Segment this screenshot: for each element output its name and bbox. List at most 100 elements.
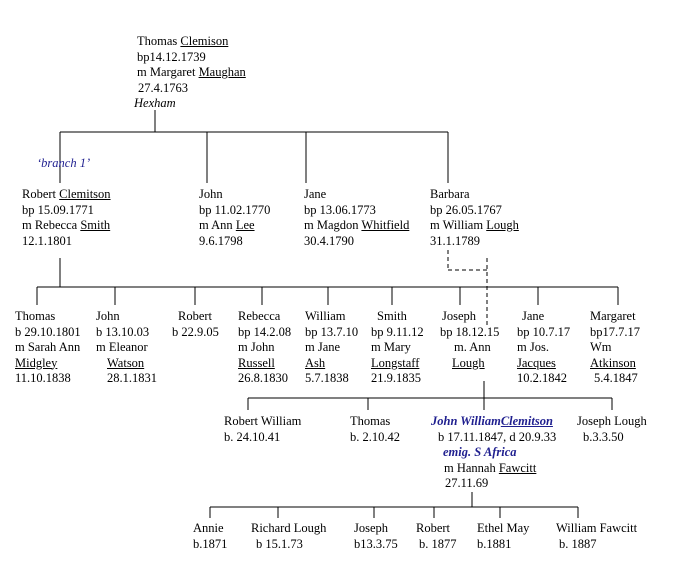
person-name: John (199, 187, 223, 201)
birth-date: b 13.10.03 (96, 324, 150, 339)
person-name: Jane (304, 187, 327, 201)
person-name: Thomas (137, 34, 181, 48)
spouse-surname: Lee (235, 218, 255, 232)
spouse-name: m Mary (371, 340, 411, 354)
person-name: Joseph (442, 309, 477, 323)
spouse-name: m Hannah (444, 460, 499, 475)
person-richard-lough: Richard Lough b 15.1.73 (251, 521, 326, 552)
birth-date: b 15.1.73 (256, 536, 303, 551)
birth-date: b. 24.10.41 (224, 429, 281, 444)
baptism-date: bp 15.09.1771 (22, 202, 94, 217)
person-name: Jane (522, 309, 545, 323)
baptism-date: bp 13.7.10 (305, 324, 359, 339)
person-name: Thomas (15, 309, 56, 323)
marriage-date: 27.11.69 (445, 476, 489, 490)
person-smith: Smith bp 9.11.12 m Mary Longstaff 21.9.1… (371, 309, 424, 387)
person-name: Annie (193, 521, 224, 535)
person-joseph-gen5: Joseph b13.3.75 (354, 521, 398, 552)
spouse-name: Wm (590, 340, 612, 354)
marriage-date: 5.4.1847 (594, 371, 638, 385)
birth-date: b 22.9.05 (172, 324, 219, 339)
marriage-date: 10.2.1842 (517, 371, 567, 385)
person-rebecca: Rebecca bp 14.2.08 m John Russell 26.8.1… (238, 309, 291, 387)
spouse-surname: Lough (486, 218, 519, 232)
person-name: Joseph (354, 521, 389, 535)
person-william-fawcitt: William Fawcitt b. 1887 (556, 521, 637, 552)
spouse-name: m Magdon (304, 218, 362, 232)
person-name: Robert William (224, 414, 302, 428)
branch-label: ‘branch 1’ (37, 156, 91, 170)
birth-date: b.1871 (193, 536, 228, 551)
marriage-date: 11.10.1838 (15, 371, 71, 385)
baptism-date: bp 9.11.12 (371, 324, 424, 339)
emigration-note: emig. S Africa (443, 445, 517, 459)
person-margaret: Margaret bp17.7.17 Wm Atkinson 5.4.1847 (590, 309, 640, 387)
baptism-date: bp 18.12.15 (440, 324, 500, 340)
baptism-date: bp 14.2.08 (238, 324, 292, 339)
person-joseph-lough: Joseph Lough b.3.3.50 (577, 414, 647, 445)
marriage-date: 9.6.1798 (199, 233, 243, 248)
baptism-date: bp 11.02.1770 (199, 202, 271, 217)
person-annie: Annie b.1871 (193, 521, 227, 552)
person-name: Rebecca (238, 309, 281, 323)
person-thomas-gen4: Thomas b. 2.10.42 (350, 414, 400, 445)
spouse-name: m John (238, 340, 275, 354)
spouse-name: m William (430, 218, 487, 232)
marriage-date: 12.1.1801 (22, 233, 72, 248)
spouse-surname: Fawcitt (498, 460, 537, 475)
person-name: Ethel May (477, 521, 530, 535)
birth-date: b. 1887 (559, 536, 597, 551)
spouse-name: m Jos. (517, 340, 549, 354)
person-william: William bp 13.7.10 m Jane Ash 5.7.1838 (305, 309, 358, 387)
spouse-name: m Sarah Ann (15, 340, 81, 354)
marriage-date: 5.7.1838 (305, 371, 349, 385)
marriage-date: 28.1.1831 (107, 371, 157, 385)
person-barbara: Barbara bp 26.05.1767 m William Lough 31… (430, 187, 519, 249)
baptism-date: bp 10.7.17 (517, 324, 571, 339)
person-name: William Fawcitt (556, 521, 638, 535)
person-name: Richard Lough (251, 521, 327, 535)
marriage-date: 27.4.1763 (138, 80, 188, 95)
person-name: Robert (178, 309, 213, 323)
spouse-surname: Lough (452, 355, 485, 370)
person-surname: Clemitson (59, 187, 111, 201)
person-name: Robert (416, 521, 451, 535)
marriage-date: 31.1.1789 (430, 233, 480, 248)
person-thomas-gen3: Thomas b 29.10.1801 m Sarah Ann Midgley … (15, 309, 81, 387)
birth-date: b.3.3.50 (583, 429, 624, 444)
person-name: Margaret (590, 309, 636, 323)
person-thomas-clemison: Thomas Clemison bp14.12.1739 m Margaret … (134, 34, 246, 112)
person-name: Thomas (350, 414, 391, 428)
person-joseph-gen3: Joseph bp 18.12.15 m. Ann Lough (440, 309, 500, 371)
person-surname: Clemitson (500, 414, 553, 428)
spouse-surname: Whitfield (361, 218, 410, 232)
marriage-date: 30.4.1790 (304, 233, 354, 248)
spouse-name: m Eleanor (96, 340, 148, 354)
person-surname: Clemison (180, 34, 229, 48)
spouse-name: m Rebecca (22, 218, 81, 232)
place-label: Hexham (134, 96, 176, 110)
person-john: John bp 11.02.1770 m Ann Lee 9.6.1798 (199, 187, 270, 249)
person-robert-gen5: Robert b. 1877 (416, 521, 457, 552)
spouse-surname: Midgley (15, 355, 58, 370)
baptism-date: bp17.7.17 (590, 324, 640, 339)
person-name: Barbara (430, 187, 470, 201)
spouse-surname: Watson (107, 355, 145, 370)
spouse-name: m Ann (199, 218, 236, 232)
person-robert-william: Robert William b. 24.10.41 (224, 414, 301, 445)
spouse-name: m Jane (305, 340, 341, 354)
person-name: Robert (22, 187, 60, 201)
spouse-surname: Atkinson (590, 355, 636, 370)
spouse-surname: Ash (305, 355, 326, 370)
spouse-name: m Margaret (137, 65, 199, 79)
spouse-surname: Smith (80, 218, 111, 232)
spouse-name: m. Ann (454, 340, 491, 354)
person-name: John (96, 309, 120, 323)
birth-date: b.1881 (477, 536, 512, 551)
birth-date: b. 1877 (419, 536, 457, 551)
spouse-surname: Jacques (517, 355, 556, 370)
person-robert-gen3: Robert b 22.9.05 (172, 309, 219, 340)
marriage-date: 26.8.1830 (238, 371, 288, 385)
person-jane: Jane bp 13.06.1773 m Magdon Whitfield 30… (304, 187, 409, 249)
